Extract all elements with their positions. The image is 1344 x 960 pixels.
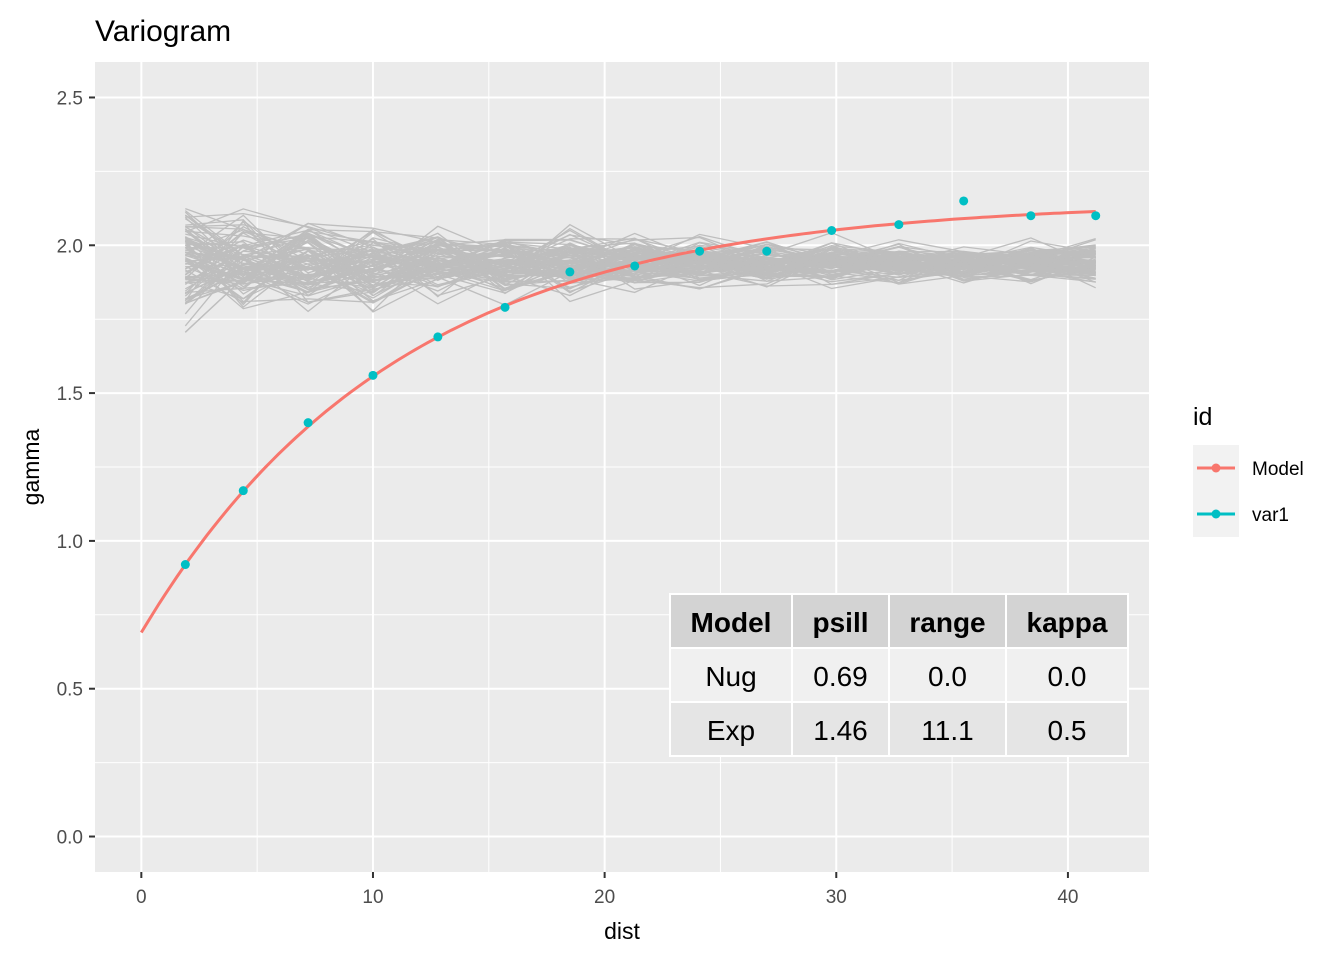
legend-key-point bbox=[1211, 509, 1221, 519]
var1-point bbox=[1026, 211, 1036, 221]
legend-key-point bbox=[1211, 463, 1221, 473]
y-tick-label: 0.5 bbox=[57, 680, 83, 701]
legend-title: id bbox=[1193, 403, 1212, 431]
envelope-line bbox=[184, 232, 1096, 304]
legend-label: var1 bbox=[1252, 505, 1289, 526]
table-cell: Nug bbox=[705, 661, 756, 692]
var1-point bbox=[500, 302, 510, 312]
x-tick-label: 10 bbox=[362, 887, 383, 908]
var1-point bbox=[695, 246, 705, 256]
y-tick-label: 2.5 bbox=[57, 88, 83, 109]
table-cell-bg bbox=[669, 701, 793, 757]
var1-point bbox=[433, 332, 443, 342]
var1-point bbox=[238, 486, 248, 496]
table-cell-bg bbox=[669, 593, 793, 649]
table-cell-bg bbox=[791, 593, 890, 649]
var1-point bbox=[180, 560, 190, 570]
envelope-line bbox=[184, 228, 1096, 279]
y-axis-title: gamma bbox=[18, 428, 44, 505]
x-tick-label: 30 bbox=[826, 887, 847, 908]
envelope-line bbox=[185, 247, 1096, 306]
chart-title: Variogram bbox=[95, 15, 231, 48]
table-cell-bg bbox=[791, 701, 890, 757]
table-cell-bg bbox=[1005, 593, 1129, 649]
envelope-line bbox=[185, 256, 1096, 284]
y-tick-label: 2.0 bbox=[57, 236, 83, 257]
x-tick-label: 20 bbox=[594, 887, 615, 908]
table-cell: 0.5 bbox=[1048, 715, 1087, 746]
table-cell-bg bbox=[1005, 701, 1129, 757]
var1-point bbox=[565, 267, 575, 277]
x-axis-title: dist bbox=[604, 918, 640, 944]
legend: id Model var1 bbox=[1193, 403, 1304, 537]
model-line bbox=[140, 210, 1096, 634]
var1-points bbox=[180, 196, 1101, 570]
table-cell-bg bbox=[791, 647, 890, 703]
grid-major bbox=[95, 62, 1149, 872]
var1-point bbox=[630, 261, 640, 271]
table-header: range bbox=[909, 607, 985, 638]
model-table: Model psill range kappa Nug 0.69 0.0 0.0 Exp 1.46… bbox=[669, 593, 1129, 757]
x-axis-ticks: 0 10 20 30 40 bbox=[136, 872, 1078, 908]
x-tick-label: 0 bbox=[136, 887, 147, 908]
table-cell-bg bbox=[669, 647, 793, 703]
var1-point bbox=[1091, 211, 1101, 221]
var1-point bbox=[827, 226, 837, 236]
var1-point bbox=[894, 220, 904, 230]
table-cell: Exp bbox=[707, 715, 755, 746]
y-tick-label: 1.0 bbox=[57, 532, 83, 553]
x-tick-label: 40 bbox=[1057, 887, 1078, 908]
table-header: psill bbox=[812, 607, 868, 638]
legend-label: Model bbox=[1252, 459, 1304, 480]
legend-entries: Model var1 bbox=[1193, 445, 1304, 537]
table-cell: 0.69 bbox=[813, 661, 868, 692]
table-cell: 0.0 bbox=[928, 661, 967, 692]
table-cell: 11.1 bbox=[921, 715, 973, 746]
y-axis-ticks: 0.0 0.5 1.0 1.5 2.0 2.5 bbox=[57, 88, 95, 849]
var1-point bbox=[368, 370, 378, 380]
envelope-line bbox=[185, 229, 1096, 279]
table-cell: 1.46 bbox=[813, 715, 868, 746]
table-header: Model bbox=[691, 607, 772, 638]
var1-point bbox=[959, 196, 969, 206]
var1-point bbox=[303, 418, 313, 428]
table-cell: 0.0 bbox=[1048, 661, 1087, 692]
y-tick-label: 0.0 bbox=[57, 828, 83, 849]
var1-point bbox=[762, 246, 772, 256]
table-header: kappa bbox=[1027, 607, 1108, 638]
y-tick-label: 1.5 bbox=[57, 384, 83, 405]
